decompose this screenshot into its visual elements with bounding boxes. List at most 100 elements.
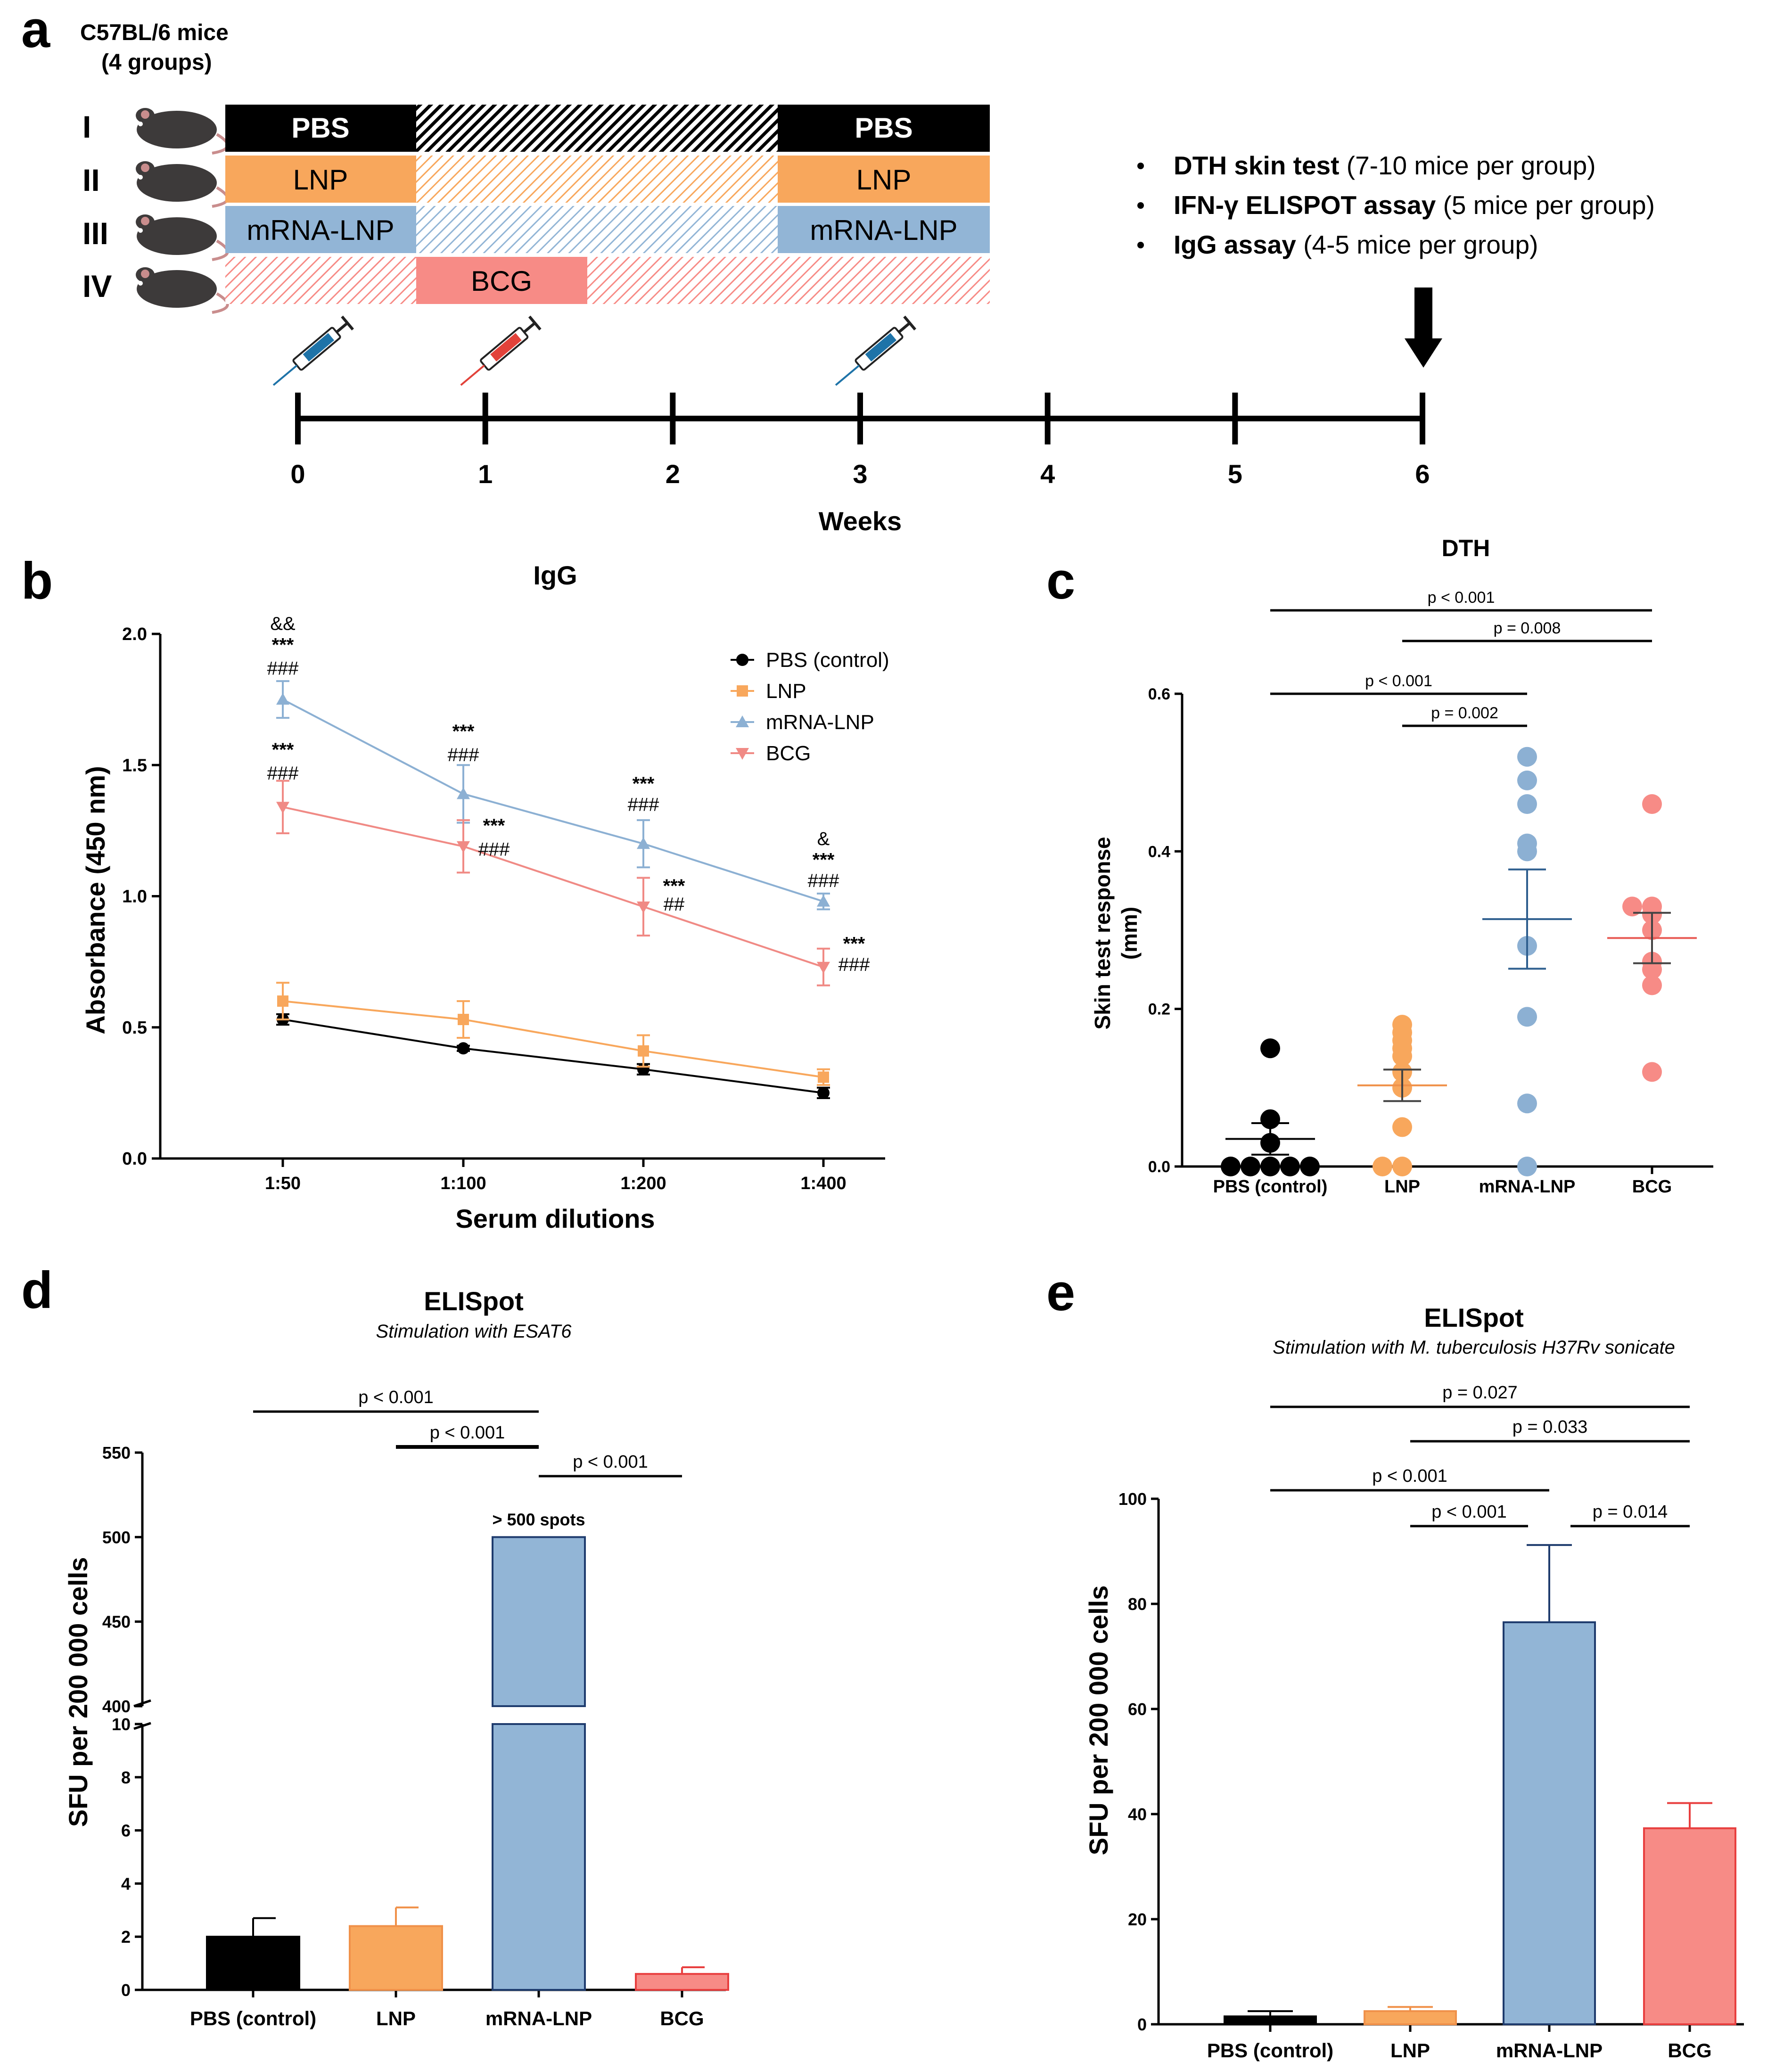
group-i-label-start: PBS — [291, 112, 349, 144]
assay-list: DTH skin test (7-10 mice per group) IFN-… — [1137, 151, 1655, 259]
series-line — [276, 780, 830, 986]
syringe-needle — [272, 364, 298, 386]
legend-label: PBS (control) — [766, 649, 889, 672]
syringe-fluid — [865, 333, 897, 361]
data-point — [1300, 1157, 1320, 1176]
x-tick-label: 1:200 — [620, 1174, 666, 1193]
bar — [1643, 1827, 1736, 2025]
assay-item-rest: (5 mice per group) — [1436, 190, 1655, 220]
chart-b-xlabel: Serum dilutions — [455, 1204, 655, 1233]
mice-title: C57BL/6 mice — [80, 20, 229, 45]
significance-label: *** — [663, 876, 685, 896]
data-point — [1517, 1093, 1537, 1114]
group-iii-hatch — [416, 206, 778, 253]
legend-item: mRNA-LNP — [731, 711, 874, 734]
significance-label: *** — [483, 815, 505, 836]
y-tick-label: 0.4 — [1148, 843, 1170, 861]
timeline-tick-label: 1 — [478, 459, 493, 489]
comparison-label: p = 0.002 — [1431, 704, 1498, 722]
group-iii-bar-end — [778, 206, 990, 253]
data-point — [1642, 794, 1662, 814]
significance-label: ### — [808, 871, 839, 891]
data-point — [1260, 1109, 1280, 1129]
x-tick-label: PBS (control) — [1207, 2039, 1333, 2062]
assay-item-rest: (7-10 mice per group) — [1339, 151, 1595, 180]
data-point — [1517, 747, 1537, 767]
panel-b: b IgG Absorbance (450 nm) Serum dilution… — [21, 552, 889, 1233]
data-point — [1517, 770, 1537, 790]
significance-label: & — [817, 829, 830, 849]
x-tick-label: BCG — [1668, 2039, 1711, 2062]
comparison-label: p < 0.001 — [358, 1388, 434, 1407]
y-tick-label: 80 — [1128, 1594, 1147, 1614]
comparison-label: p = 0.008 — [1494, 619, 1561, 637]
syringe-plunger — [336, 322, 349, 333]
y-tick-label: 0 — [121, 1980, 131, 2000]
scatter-group — [1482, 747, 1572, 1176]
assay-item: DTH skin test (7-10 mice per group) — [1174, 151, 1596, 180]
data-point — [1280, 1157, 1300, 1176]
legend-label: mRNA-LNP — [766, 711, 874, 734]
assay-item-bold: DTH skin test — [1174, 151, 1339, 180]
comparison-label: p = 0.027 — [1442, 1383, 1518, 1403]
assay-item-bold: IFN-γ ELISPOT assay — [1174, 190, 1436, 220]
significance-label: *** — [813, 850, 835, 871]
bullet-icon — [1137, 242, 1144, 248]
comparison-label: p < 0.001 — [1372, 1466, 1447, 1486]
x-tick-label: LNP — [376, 2007, 416, 2029]
panel-a: a C57BL/6 mice (4 groups) I II III IV — [21, 0, 1655, 536]
syringe-plunger — [523, 322, 536, 333]
significance-label: ### — [267, 658, 299, 679]
chart-b-ylabel: Absorbance (450 nm) — [81, 766, 110, 1035]
x-tick-label: mRNA-LNP — [485, 2007, 592, 2029]
significance-label: *** — [843, 934, 865, 954]
group-i-bar-end — [778, 105, 990, 152]
scatter-group — [1357, 1015, 1447, 1176]
syringe-plunger-head — [528, 315, 542, 331]
data-point — [1642, 896, 1662, 917]
y-tick-label: 1.0 — [122, 887, 147, 907]
data-point — [1373, 1157, 1392, 1176]
significance-label: ### — [267, 763, 299, 784]
data-point — [1622, 896, 1642, 917]
significance-label: && — [270, 614, 296, 634]
mouse-icon — [136, 161, 229, 208]
y-tick-label: 550 — [102, 1443, 131, 1462]
chart-e-title: ELISpot — [1424, 1303, 1524, 1332]
group-iv-label: BCG — [471, 265, 532, 297]
y-tick-label: 2 — [121, 1927, 131, 1947]
chart-e-ylabel: SFU per 200 000 cells — [1084, 1585, 1113, 1856]
significance-label: ## — [664, 894, 685, 915]
y-tick-label: 1.5 — [122, 756, 147, 775]
data-point — [1260, 1157, 1280, 1176]
data-point — [457, 1042, 469, 1055]
data-point — [277, 995, 288, 1007]
timeline-tick-label: 4 — [1040, 459, 1055, 489]
y-tick-label: 4 — [121, 1874, 131, 1893]
bar — [349, 1925, 443, 1991]
data-point — [638, 1045, 649, 1057]
data-point — [637, 901, 650, 913]
group-i-hatch — [416, 105, 778, 152]
legend-item: PBS (control) — [731, 649, 889, 672]
panel-label-c: c — [1046, 552, 1075, 610]
group-iii-label-start: mRNA-LNP — [247, 214, 394, 246]
syringe-plunger — [898, 322, 911, 333]
bar — [1503, 1621, 1596, 2025]
y-tick-label: 0.6 — [1148, 685, 1170, 703]
bullet-icon — [1137, 163, 1144, 169]
data-point — [817, 1086, 830, 1099]
group-iii-label-end: mRNA-LNP — [810, 214, 957, 246]
data-point — [736, 748, 749, 760]
data-point — [818, 1071, 829, 1083]
comparison-label: p < 0.001 — [573, 1452, 648, 1472]
group-iii-bar-start — [225, 206, 416, 253]
chart-c-title: DTH — [1442, 535, 1490, 561]
data-point — [458, 1014, 469, 1026]
comparison-label: p < 0.001 — [1365, 672, 1432, 690]
assay-item: IFN-γ ELISPOT assay (5 mice per group) — [1174, 190, 1655, 220]
y-tick-label: 500 — [102, 1528, 131, 1547]
panel-c: c DTH Skin test response (mm) 0.00.20.40… — [1046, 535, 1713, 1197]
data-point — [1241, 1157, 1260, 1176]
